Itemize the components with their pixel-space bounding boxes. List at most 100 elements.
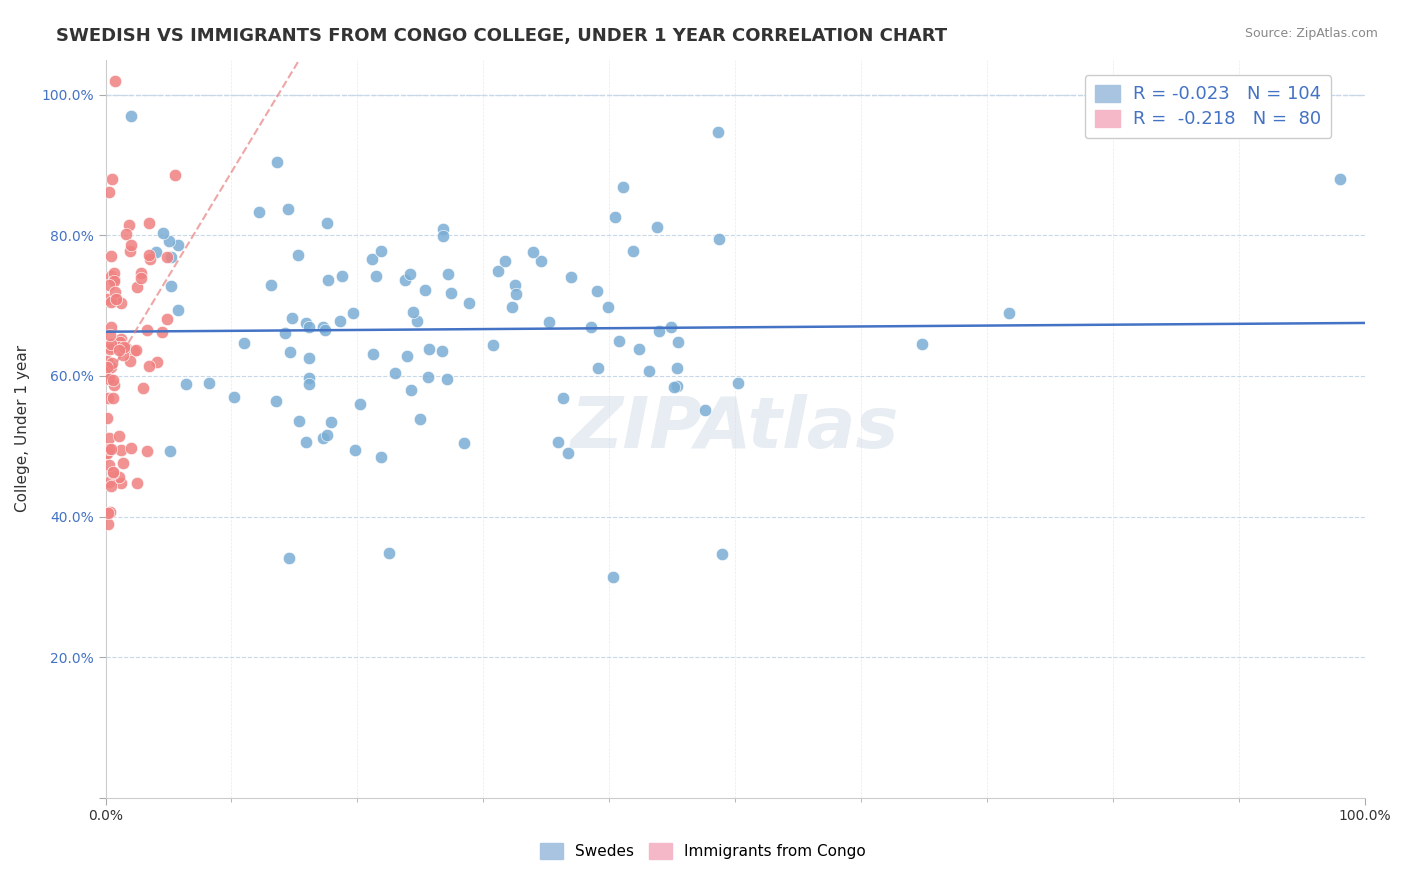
Point (707, 232, 730, 246)
Legend: Swedes, Immigrants from Congo: Swedes, Immigrants from Congo (533, 835, 873, 866)
Point (298, 370, 321, 384)
Point (482, 338, 505, 352)
Point (233, 335, 256, 350)
Point (163, 169, 186, 183)
Point (436, 372, 458, 386)
Point (96, 292, 118, 306)
Point (298, 319, 321, 334)
Point (98, 278, 121, 293)
Point (167, 238, 190, 252)
Point (100, 268, 122, 283)
Point (98, 185, 121, 199)
Point (503, 277, 526, 292)
Point (101, 356, 124, 370)
Point (522, 245, 544, 260)
Point (330, 268, 353, 283)
Point (603, 211, 626, 225)
Point (278, 344, 301, 359)
Point (127, 279, 149, 293)
Point (167, 302, 190, 317)
Legend: R = -0.023   N = 104, R =  -0.218   N =  80: R = -0.023 N = 104, R = -0.218 N = 80 (1084, 75, 1331, 138)
Point (494, 254, 516, 268)
Point (159, 279, 181, 293)
Point (125, 476, 148, 491)
Point (315, 428, 337, 442)
Point (530, 253, 553, 268)
Point (361, 252, 384, 267)
Point (298, 351, 321, 365)
Point (645, 220, 668, 235)
Point (911, 337, 934, 351)
Point (159, 250, 181, 264)
Point (314, 323, 336, 337)
Point (399, 383, 422, 397)
Point (110, 476, 132, 491)
Point (274, 326, 297, 340)
Point (416, 370, 439, 384)
Point (312, 431, 335, 445)
Point (125, 343, 148, 358)
Point (138, 359, 160, 373)
Point (370, 450, 392, 464)
Point (394, 273, 416, 287)
Point (453, 435, 475, 450)
Point (598, 301, 620, 315)
Point (432, 221, 454, 235)
Point (612, 180, 634, 194)
Point (156, 251, 179, 265)
Point (97, 391, 120, 405)
Point (458, 296, 481, 310)
Point (287, 248, 309, 262)
Point (402, 305, 425, 319)
Point (96, 359, 118, 374)
Point (110, 443, 132, 458)
Point (363, 347, 385, 361)
Point (266, 154, 288, 169)
Point (97, 517, 120, 532)
Point (108, 343, 131, 357)
Point (100, 295, 122, 310)
Point (100, 359, 122, 374)
Point (547, 434, 569, 449)
Point (486, 264, 509, 278)
Point (727, 376, 749, 391)
Point (156, 311, 179, 326)
Point (103, 274, 125, 288)
Point (104, 285, 127, 300)
Point (96, 445, 118, 459)
Point (585, 284, 607, 298)
Point (104, 73, 127, 87)
Point (505, 286, 527, 301)
Point (98, 328, 121, 343)
Point (132, 381, 155, 395)
Point (108, 339, 131, 353)
Point (295, 316, 318, 330)
Point (98, 340, 121, 354)
Point (174, 377, 197, 392)
Point (115, 342, 138, 356)
Point (152, 226, 174, 240)
Point (710, 547, 733, 561)
Point (648, 324, 671, 338)
Point (129, 266, 152, 280)
Point (287, 414, 309, 428)
Point (136, 444, 159, 458)
Point (112, 456, 135, 470)
Point (98, 475, 121, 490)
Point (659, 320, 682, 334)
Point (560, 269, 582, 284)
Point (439, 286, 461, 301)
Point (707, 125, 730, 139)
Point (260, 278, 283, 293)
Point (138, 248, 160, 262)
Point (122, 344, 145, 359)
Point (316, 215, 339, 229)
Point (384, 366, 406, 380)
Point (118, 218, 141, 232)
Point (150, 325, 173, 339)
Point (665, 379, 688, 393)
Point (96, 353, 118, 368)
Point (103, 266, 125, 280)
Point (370, 244, 392, 259)
Point (579, 319, 602, 334)
